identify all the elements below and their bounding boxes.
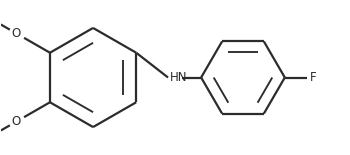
Text: F: F [309,71,316,84]
Text: O: O [12,115,21,128]
Text: O: O [12,27,21,40]
Text: HN: HN [170,71,187,84]
